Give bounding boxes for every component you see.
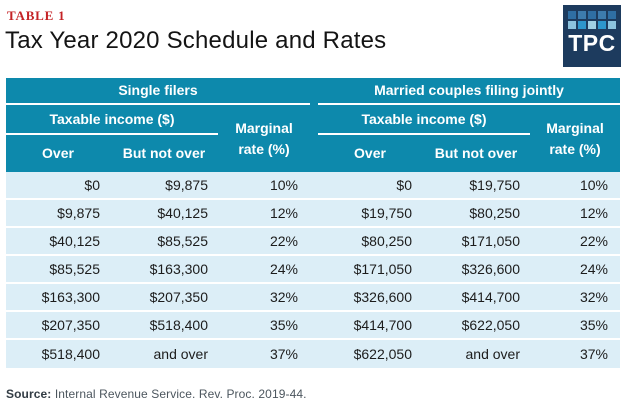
cell-gap	[310, 256, 318, 282]
cell-single-but-not-over: $9,875	[165, 177, 208, 193]
cell-married-rate: 24%	[579, 261, 608, 277]
cell-single-but-not-over: $85,525	[157, 233, 208, 249]
cell-gap	[310, 340, 318, 368]
source-note: Source: Internal Revenue Service. Rev. P…	[6, 387, 307, 401]
cell-married-rate: 10%	[579, 177, 608, 193]
cell-married-over: $622,050	[353, 346, 412, 362]
cell-single-over: $207,350	[41, 317, 100, 333]
table-header: Single filers Married couples filing joi…	[6, 78, 620, 172]
marginal-line2: rate (%)	[238, 140, 290, 157]
cell-married-but-not-over: $19,750	[469, 177, 520, 193]
cell-single-rate: 12%	[269, 205, 298, 221]
over-header-single: Over	[42, 145, 74, 162]
cell-single-rate: 10%	[269, 177, 298, 193]
cell-gap	[310, 200, 318, 226]
table-row: $518,400 and over 37% $622,050 and over …	[6, 340, 620, 368]
cell-married-rate: 32%	[579, 289, 608, 305]
cell-married-rate: 37%	[579, 346, 608, 362]
logo-square	[578, 11, 586, 19]
group-header-married-joint: Married couples filing jointly	[374, 82, 564, 99]
table-row: $40,125 $85,525 22% $80,250 $171,050 22%	[6, 228, 620, 256]
page-title: Tax Year 2020 Schedule and Rates	[5, 27, 387, 54]
logo-square	[598, 21, 606, 29]
cell-married-but-not-over: $80,250	[469, 205, 520, 221]
cell-married-but-not-over: $622,050	[461, 317, 520, 333]
marginal-rate-header-single: Marginal rate (%)	[218, 105, 310, 172]
cell-married-but-not-over: $326,600	[461, 261, 520, 277]
cell-single-but-not-over: and over	[153, 346, 208, 362]
cell-single-over: $9,875	[57, 205, 100, 221]
but-not-over-header-single: But not over	[122, 145, 206, 162]
cell-married-over: $80,250	[361, 233, 412, 249]
cell-married-rate: 22%	[579, 233, 608, 249]
table-label: TABLE 1	[7, 8, 66, 23]
logo-square	[608, 21, 616, 29]
table-row: $9,875 $40,125 12% $19,750 $80,250 12%	[6, 200, 620, 228]
cell-single-over: $40,125	[49, 233, 100, 249]
over-header-married: Over	[354, 145, 386, 162]
cell-single-rate: 35%	[269, 317, 298, 333]
marginal-line2: rate (%)	[549, 140, 601, 157]
cell-married-over: $414,700	[353, 317, 412, 333]
logo-square	[598, 11, 606, 19]
cell-gap	[310, 172, 318, 198]
cell-gap	[310, 284, 318, 310]
marginal-line1: Marginal	[235, 120, 293, 137]
group-header-single-filers: Single filers	[118, 82, 198, 99]
table-row: $163,300 $207,350 32% $326,600 $414,700 …	[6, 284, 620, 312]
source-text: Internal Revenue Service. Rev. Proc. 201…	[51, 387, 307, 401]
table-body: $0 $9,875 10% $0 $19,750 10% $9,875 $40,…	[6, 172, 620, 368]
cell-single-rate: 37%	[269, 346, 298, 362]
cell-married-rate: 35%	[579, 317, 608, 333]
cell-single-rate: 24%	[269, 261, 298, 277]
cell-married-but-not-over: and over	[465, 346, 520, 362]
header-divider	[318, 103, 620, 105]
but-not-over-header-married: But not over	[434, 145, 518, 162]
cell-single-over: $518,400	[41, 346, 100, 362]
cell-married-rate: 12%	[579, 205, 608, 221]
header-divider	[6, 103, 310, 105]
cell-single-rate: 22%	[269, 233, 298, 249]
logo-square	[568, 11, 576, 19]
cell-married-over: $19,750	[361, 205, 412, 221]
marginal-rate-header-married: Marginal rate (%)	[530, 105, 620, 172]
table-row: $207,350 $518,400 35% $414,700 $622,050 …	[6, 312, 620, 340]
logo-square	[578, 21, 586, 29]
cell-single-over: $0	[84, 177, 100, 193]
cell-married-but-not-over: $414,700	[461, 289, 520, 305]
source-label: Source:	[6, 387, 52, 401]
cell-married-over: $171,050	[353, 261, 412, 277]
logo-square	[588, 21, 596, 29]
tpc-logo: TPC	[563, 5, 621, 67]
income-header-single: Taxable income ($)	[49, 110, 175, 127]
logo-square	[608, 11, 616, 19]
cell-single-over: $85,525	[49, 261, 100, 277]
header-divider	[6, 133, 218, 135]
marginal-line1: Marginal	[546, 120, 604, 137]
cell-single-but-not-over: $163,300	[149, 261, 208, 277]
table-row: $0 $9,875 10% $0 $19,750 10%	[6, 172, 620, 200]
cell-gap	[310, 312, 318, 338]
cell-single-rate: 32%	[269, 289, 298, 305]
logo-square	[568, 21, 576, 29]
logo-square	[588, 11, 596, 19]
income-header-married: Taxable income ($)	[361, 110, 487, 127]
header-divider	[318, 133, 530, 135]
logo-text: TPC	[568, 30, 616, 56]
tax-rate-table: Single filers Married couples filing joi…	[6, 78, 620, 368]
table-row: $85,525 $163,300 24% $171,050 $326,600 2…	[6, 256, 620, 284]
cell-single-but-not-over: $40,125	[157, 205, 208, 221]
cell-married-over: $326,600	[353, 289, 412, 305]
cell-single-but-not-over: $207,350	[149, 289, 208, 305]
cell-married-over: $0	[396, 177, 412, 193]
logo-grid-icon	[568, 11, 616, 29]
cell-married-but-not-over: $171,050	[461, 233, 520, 249]
cell-single-over: $163,300	[41, 289, 100, 305]
cell-gap	[310, 228, 318, 254]
cell-single-but-not-over: $518,400	[149, 317, 208, 333]
